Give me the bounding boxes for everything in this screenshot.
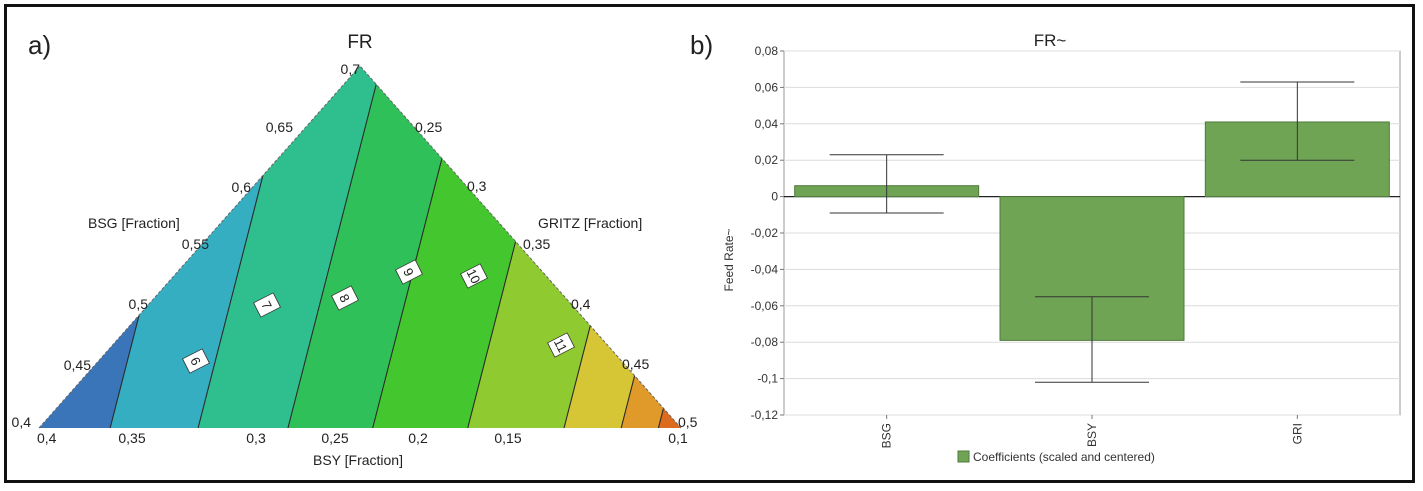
left-tick-label: 0,6 — [232, 179, 252, 195]
contour-band — [618, 66, 681, 428]
right-axis-label: GRITZ [Fraction] — [538, 215, 642, 231]
left-tick-label: 0,5 — [129, 296, 149, 312]
panel-b-letter: b) — [690, 30, 713, 60]
svg-text:10: 10 — [464, 266, 484, 286]
y-tick-label: -0,06 — [751, 299, 779, 313]
contour-label: 10 — [460, 263, 488, 289]
left-axis-label: BSG [Fraction] — [88, 215, 180, 231]
left-tick-label: 0,7 — [341, 61, 361, 77]
legend-label: Coefficients (scaled and centered) — [973, 450, 1155, 464]
bar-chart-bars — [794, 121, 1390, 341]
bottom-axis-ticks: 0,4 0,35 0,3 0,25 0,2 0,15 0,1 — [37, 430, 688, 446]
left-tick-label: 0,65 — [266, 119, 293, 135]
contour-band — [560, 66, 681, 428]
contour-line — [284, 66, 389, 428]
coefficient-bar-chart: b) FR~ 0,08 0,06 0,04 0,02 0 -0,02 -0,04 -0,06 -… — [690, 30, 1401, 464]
contour-label: 9 — [395, 259, 423, 285]
panel-a-letter: a) — [28, 30, 51, 60]
y-tick-label: -0,12 — [751, 408, 779, 422]
contour-label: 11 — [547, 332, 575, 358]
left-tick-label: 0,4 — [12, 414, 32, 430]
bottom-axis-label: BSY [Fraction] — [313, 452, 403, 468]
contour-label: 8 — [331, 285, 359, 311]
y-tick-label: -0,02 — [751, 226, 779, 240]
right-tick-label: 0,45 — [622, 356, 649, 372]
y-tick-label: 0 — [771, 190, 778, 204]
y-tick-label: -0,1 — [757, 372, 778, 386]
right-tick-label: 0,35 — [523, 236, 550, 252]
right-tick-label: 0,3 — [467, 178, 487, 194]
contour-label: 7 — [253, 292, 281, 318]
y-tick-label: -0,08 — [751, 335, 779, 349]
right-axis-ticks: 0,25 0,3 0,35 0,4 0,45 0,5 — [415, 119, 698, 430]
right-tick-label: 0,25 — [415, 119, 442, 135]
right-tick-label: 0,4 — [571, 296, 591, 312]
bottom-tick-label: 0,2 — [408, 430, 428, 446]
contour-line — [654, 66, 681, 428]
y-tick-label: 0,04 — [755, 117, 779, 131]
triangle-outline — [38, 65, 682, 429]
bottom-tick-label: 0,15 — [494, 430, 521, 446]
svg-text:11: 11 — [551, 336, 570, 355]
bar-chart-error-bars — [829, 81, 1355, 419]
x-tick-label: BSG — [880, 423, 894, 448]
bottom-tick-label: 0,3 — [246, 430, 266, 446]
legend-swatch — [957, 450, 970, 463]
bottom-tick-label: 0,4 — [37, 430, 57, 446]
x-tick-label: GRI — [1290, 423, 1304, 444]
ternary-title: FR — [347, 32, 372, 53]
bottom-tick-label: 0,25 — [321, 430, 348, 446]
bottom-tick-label: 0,35 — [118, 430, 145, 446]
contour-line — [617, 66, 681, 428]
bar-chart-y-ticks: 0,08 0,06 0,04 0,02 0 -0,02 -0,04 -0,06 -0,08 -0,… — [751, 44, 779, 422]
left-tick-label: 0,55 — [182, 236, 209, 252]
bar-chart-x-ticks: BSG BSY GRI — [880, 423, 1305, 448]
y-tick-label: -0,04 — [751, 262, 779, 276]
bar-chart-y-label: Feed Rate~ — [722, 228, 736, 291]
contour-labels: 6 7 8 9 10 11 — [182, 259, 575, 374]
right-tick-label: 0,5 — [678, 414, 698, 430]
y-tick-label: 0,02 — [755, 153, 779, 167]
bar-chart-title: FR~ — [1034, 31, 1067, 50]
bottom-tick-label: 0,1 — [668, 430, 688, 446]
y-tick-label: 0,06 — [755, 80, 779, 94]
x-tick-label: BSY — [1085, 423, 1099, 447]
y-tick-label: 0,08 — [755, 44, 779, 58]
left-tick-label: 0,45 — [64, 357, 91, 373]
left-axis-ticks: 0,7 0,65 0,6 0,55 0,5 0,45 0,4 — [12, 61, 361, 430]
contour-label: 6 — [182, 348, 210, 374]
contour-band — [195, 66, 388, 428]
